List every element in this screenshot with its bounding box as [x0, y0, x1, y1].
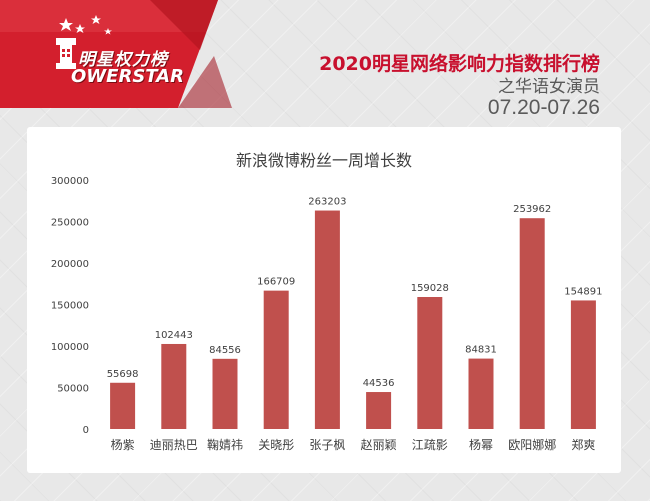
bar-series: 55698 102443 84556 166709 263203 44536 159028 8…: [107, 197, 602, 429]
x-tick-label: 郑爽: [571, 437, 595, 452]
y-tick-label: 250000: [51, 218, 89, 229]
data-label: 166709: [257, 277, 295, 288]
logo-text-cn: 明星权力榜: [78, 50, 168, 70]
powerstar-logo: 明星权力榜 OWERSTAR: [0, 0, 232, 108]
y-tick-label: 100000: [51, 342, 89, 353]
x-tick-label: 杨幂: [469, 437, 493, 452]
bar: [263, 290, 289, 429]
page-title: 2020明星网络影响力指数排行榜: [319, 53, 600, 75]
page-subtitle: 之华语女演员: [498, 77, 600, 97]
data-label: 159028: [411, 283, 449, 294]
data-label: 44536: [363, 378, 395, 389]
bar-chart: 0 50000 100000 150000 200000 250000 300000 556…: [51, 176, 603, 452]
data-label: 84556: [209, 345, 241, 356]
data-label: 263203: [308, 197, 346, 208]
x-tick-label: 鞠婧祎: [207, 437, 243, 452]
x-tick-label: 关晓彤: [258, 438, 294, 452]
bar: [366, 392, 392, 429]
bar: [161, 343, 187, 429]
bar: [212, 358, 238, 429]
bar: [519, 218, 545, 429]
data-label: 84831: [465, 345, 497, 356]
data-label: 253962: [513, 204, 551, 215]
x-tick-label: 欧阳娜娜: [508, 438, 556, 452]
bar: [468, 358, 494, 429]
chart-title: 新浪微博粉丝一周增长数: [235, 151, 412, 170]
data-label: 55698: [107, 369, 139, 380]
logo-text-en: OWERSTAR: [71, 66, 184, 87]
y-tick-label: 150000: [51, 301, 89, 312]
data-label: 154891: [564, 286, 602, 297]
x-tick-label: 迪丽热巴: [150, 438, 198, 452]
date-range: 07.20-07.26: [487, 96, 600, 119]
y-tick-label: 0: [83, 425, 89, 436]
x-tick-label: 杨紫: [111, 437, 135, 452]
bar: [570, 300, 596, 429]
data-label: 102443: [155, 330, 193, 341]
bar: [417, 297, 443, 429]
y-tick-label: 50000: [57, 384, 89, 395]
x-tick-label: 张子枫: [309, 437, 345, 452]
x-tick-label: 赵丽颖: [361, 438, 397, 452]
chart-card: 新浪微博粉丝一周增长数 0 50000 100000 150000 200000 2500…: [27, 127, 621, 473]
bar: [110, 382, 136, 429]
y-tick-label: 300000: [51, 176, 89, 187]
x-tick-label: 江疏影: [412, 437, 448, 452]
y-tick-label: 200000: [51, 259, 89, 270]
bar: [314, 210, 340, 429]
y-axis: 0 50000 100000 150000 200000 250000 300000: [51, 176, 89, 436]
x-axis: 杨紫 迪丽热巴 鞠婧祎 关晓彤 张子枫 赵丽颖 江疏影 杨幂 欧阳娜娜 郑爽: [111, 437, 596, 452]
